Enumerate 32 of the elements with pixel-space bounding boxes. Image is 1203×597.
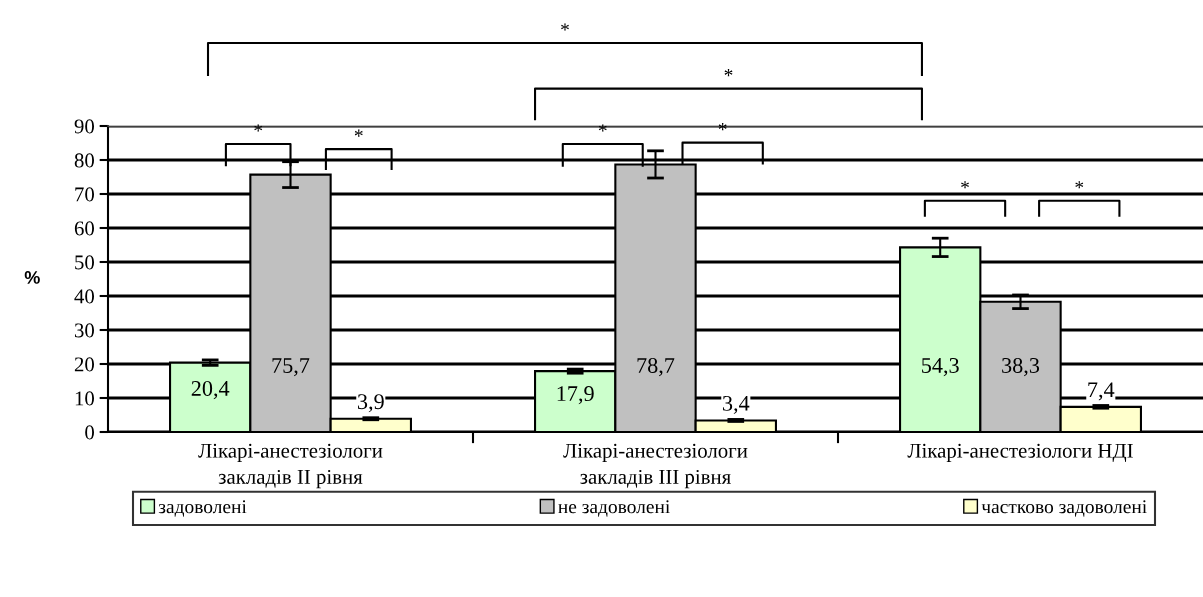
data-label: 54,3 [922,358,959,377]
legend-label: частково задоволені [981,500,1147,517]
annotation: * [961,181,969,189]
data-label: 78,7 [637,357,675,377]
y-tick-label: 10 [75,391,95,406]
annotation: * [354,129,363,137]
y-tick-label: 40 [74,289,95,304]
y-tick-label: 30 [74,323,95,338]
y-tick-label: 20 [74,357,95,372]
data-label: 75,7 [272,358,310,377]
data-label: 17,9 [557,386,594,405]
data-label: 3,9 [357,394,384,413]
text: * [724,69,733,77]
y-tick-label: 90 [74,119,95,134]
y-tick-label: 50 [75,255,95,270]
y-tick-label: 80 [74,153,95,168]
legend-label: не задоволені [558,500,670,517]
x-tick-label: Лікарі-анестезіологи НДІ [907,443,1133,462]
legend-label: задоволені [158,500,247,517]
data-label: 3,4 [722,395,750,415]
y-tick-label: 0 [85,425,95,440]
x-tick-label: Лікарі-анестезіологи закладів ІІ рівня [198,443,383,489]
y-axis-title: % [24,271,40,284]
annotation: * [718,123,727,131]
annotation: * [1075,181,1084,189]
text: * [561,23,569,31]
data-label: 38,3 [1002,357,1040,377]
y-tick-label: 60 [74,221,95,236]
data-label: 7,4 [1088,382,1115,401]
x-tick-label: Лікарі-анестезіологи закладів ІІІ рівня [563,443,748,489]
y-tick-label: 70 [75,187,95,202]
data-label: 20,4 [191,380,230,400]
